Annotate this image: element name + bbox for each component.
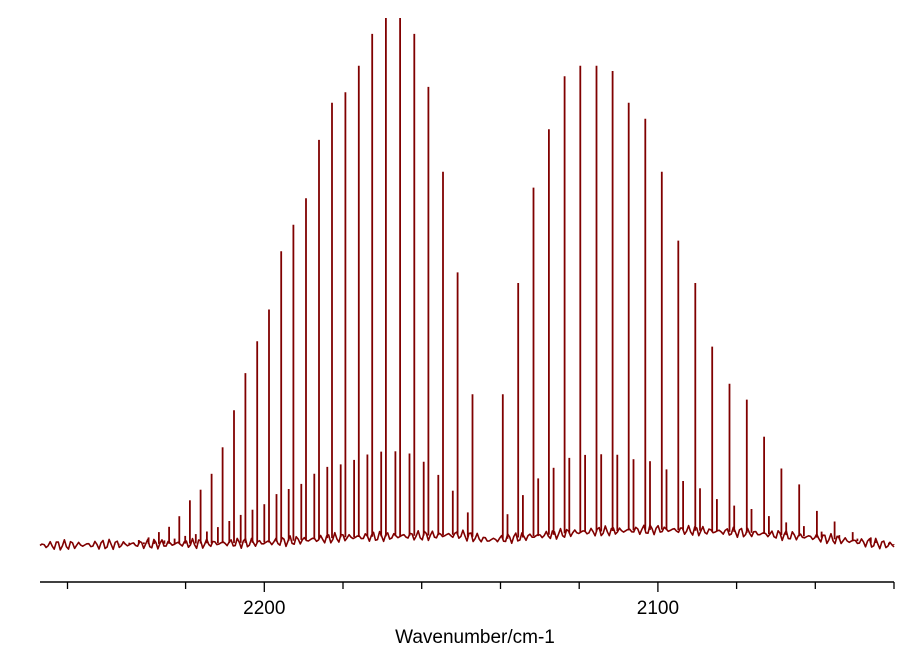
- tick-label-2100: 2100: [637, 598, 679, 619]
- x-axis-ticks: [66, 582, 895, 592]
- spectrum-baseline: [39, 524, 895, 551]
- x-axis-label: Wavenumber/cm-1: [395, 627, 555, 648]
- spectrum-peaks: [113, 18, 895, 545]
- tick-label-2200: 2200: [243, 598, 285, 619]
- x-axis-tick-labels: 2200 2100: [243, 598, 679, 619]
